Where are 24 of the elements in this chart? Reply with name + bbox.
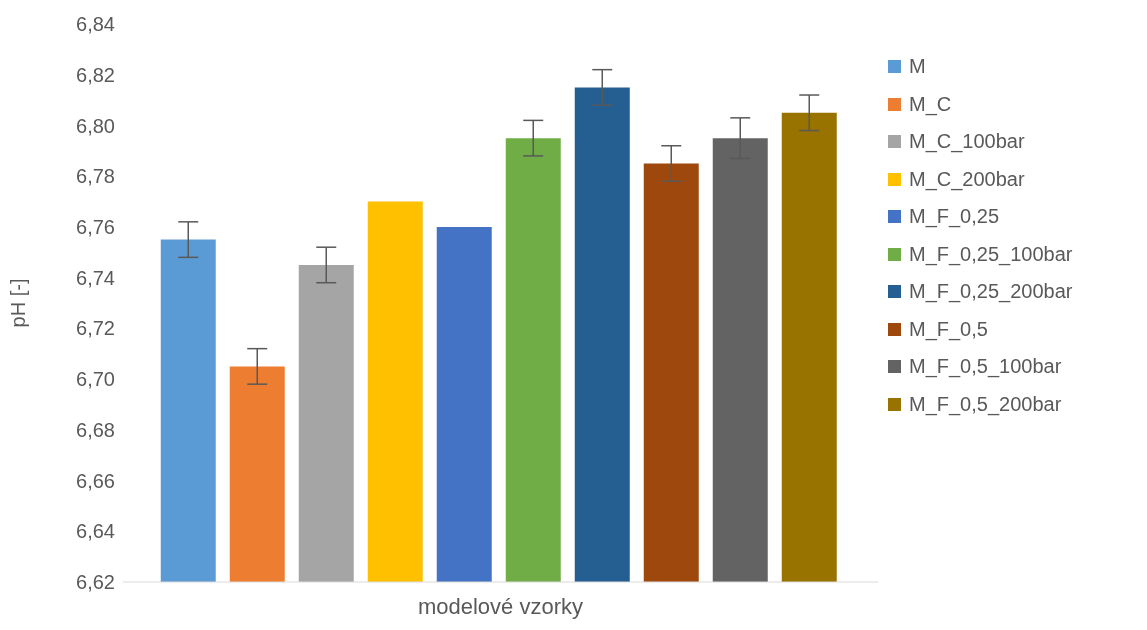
legend-label: M_C xyxy=(909,92,952,116)
legend-label: M_F_0,5_200bar xyxy=(909,392,1062,416)
y-tick-label: 6,70 xyxy=(76,368,115,391)
y-tick-label: 6,68 xyxy=(76,418,115,441)
y-tick-label: 6,80 xyxy=(76,114,115,137)
legend-label: M_F_0,25_100bar xyxy=(909,242,1073,266)
y-tick-label: 6,64 xyxy=(76,520,115,543)
y-tick-label: 6,62 xyxy=(76,571,115,594)
legend-label: M_C_100bar xyxy=(909,130,1025,154)
y-tick-label: 6,84 xyxy=(76,13,115,36)
y-tick-label: 6,78 xyxy=(76,165,115,188)
legend-label: M_C_200bar xyxy=(909,167,1025,191)
y-tick-label: 6,72 xyxy=(76,317,115,340)
y-tick-label: 6,82 xyxy=(76,63,115,86)
legend-label: M_F_0,25_200bar xyxy=(909,280,1073,304)
y-tick-label: 6,76 xyxy=(76,216,115,239)
legend-label: M_F_0,5_100bar xyxy=(909,355,1062,379)
y-tick-label: 6,66 xyxy=(76,469,115,492)
legend-label: M_F_0,5 xyxy=(909,317,988,341)
x-axis-title: modelové vzorky xyxy=(417,594,584,619)
y-axis-title: pH [-] xyxy=(7,278,30,328)
legend-label: M_F_0,25 xyxy=(909,205,1000,229)
legend-label: M xyxy=(909,55,926,79)
y-tick-label: 6,74 xyxy=(76,266,115,289)
